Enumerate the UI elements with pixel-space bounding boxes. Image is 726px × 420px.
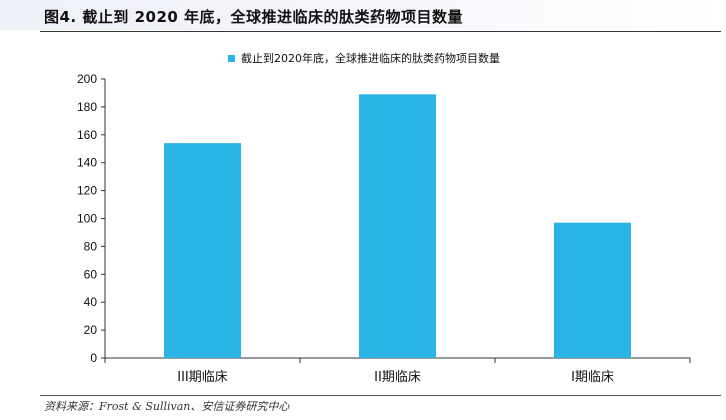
y-tick-label: 140: [77, 156, 97, 170]
y-tick-label: 0: [90, 351, 97, 365]
legend-label: 截止到2020年底，全球推进临床的肽类药物项目数量: [241, 52, 500, 65]
legend-swatch: [228, 54, 235, 62]
y-tick-label: 120: [77, 184, 97, 198]
bar: [359, 94, 436, 358]
source-note: 资料来源：Frost & Sullivan、安信证券研究中心: [44, 400, 290, 413]
x-category-label: I期临床: [571, 370, 614, 385]
y-tick-label: 180: [77, 100, 97, 114]
bar: [554, 222, 631, 358]
figure-title: 图4. 截止到 2020 年底，全球推进临床的肽类药物项目数量: [44, 8, 464, 26]
y-tick-label: 200: [77, 72, 97, 86]
x-category-label: III期临床: [177, 370, 228, 385]
y-tick-label: 60: [84, 267, 98, 281]
y-tick-label: 20: [84, 323, 98, 337]
y-tick-label: 100: [77, 212, 97, 226]
source-divider: [40, 395, 721, 396]
x-category-label: II期临床: [374, 370, 421, 385]
y-tick-label: 40: [84, 295, 98, 309]
chart-legend: 截止到2020年底，全球推进临床的肽类药物项目数量: [228, 50, 500, 66]
bar: [164, 143, 241, 358]
title-divider: [40, 31, 721, 32]
title-bar: [0, 0, 726, 30]
y-tick-label: 160: [77, 128, 97, 142]
y-tick-label: 80: [84, 239, 98, 253]
bar-chart: 0 20 40 60 80 100 120 140 160 180 200 III期临床 II期临床 I期…: [77, 72, 691, 385]
